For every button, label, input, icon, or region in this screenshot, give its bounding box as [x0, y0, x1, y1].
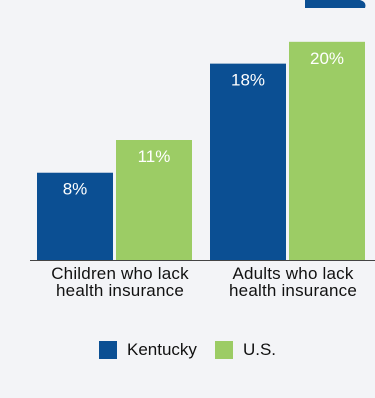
bar-us-adults	[289, 41, 365, 261]
bar-kentucky-adults	[210, 63, 286, 260]
category-label-line: Adults who lack	[232, 264, 354, 283]
data-label-kentucky-children: 8%	[63, 180, 88, 199]
legend-label-us: U.S.	[242, 340, 276, 359]
data-label-us-children: 11%	[138, 147, 171, 166]
cropped-title-mark	[305, 0, 366, 8]
data-label-us-adults: 20%	[310, 49, 344, 68]
bar-us-children	[116, 140, 192, 260]
legend-swatch-us	[214, 341, 233, 359]
legend-swatch-kentucky	[99, 341, 117, 359]
bar-kentucky-children	[37, 172, 113, 260]
category-label-adults: Adults who lack health insurance	[208, 265, 375, 299]
legend-item-kentucky: Kentucky	[99, 340, 197, 360]
category-label-children: Children who lack health insurance	[35, 265, 205, 299]
category-label-line: health insurance	[56, 281, 184, 300]
category-label-line: Children who lack	[51, 264, 189, 283]
data-label-kentucky-adults: 18%	[231, 71, 265, 90]
legend-item-us: U.S.	[214, 340, 276, 360]
category-label-line: health insurance	[229, 281, 357, 300]
legend-label-kentucky: Kentucky	[127, 340, 197, 359]
legend: Kentucky U.S.	[0, 338, 375, 362]
